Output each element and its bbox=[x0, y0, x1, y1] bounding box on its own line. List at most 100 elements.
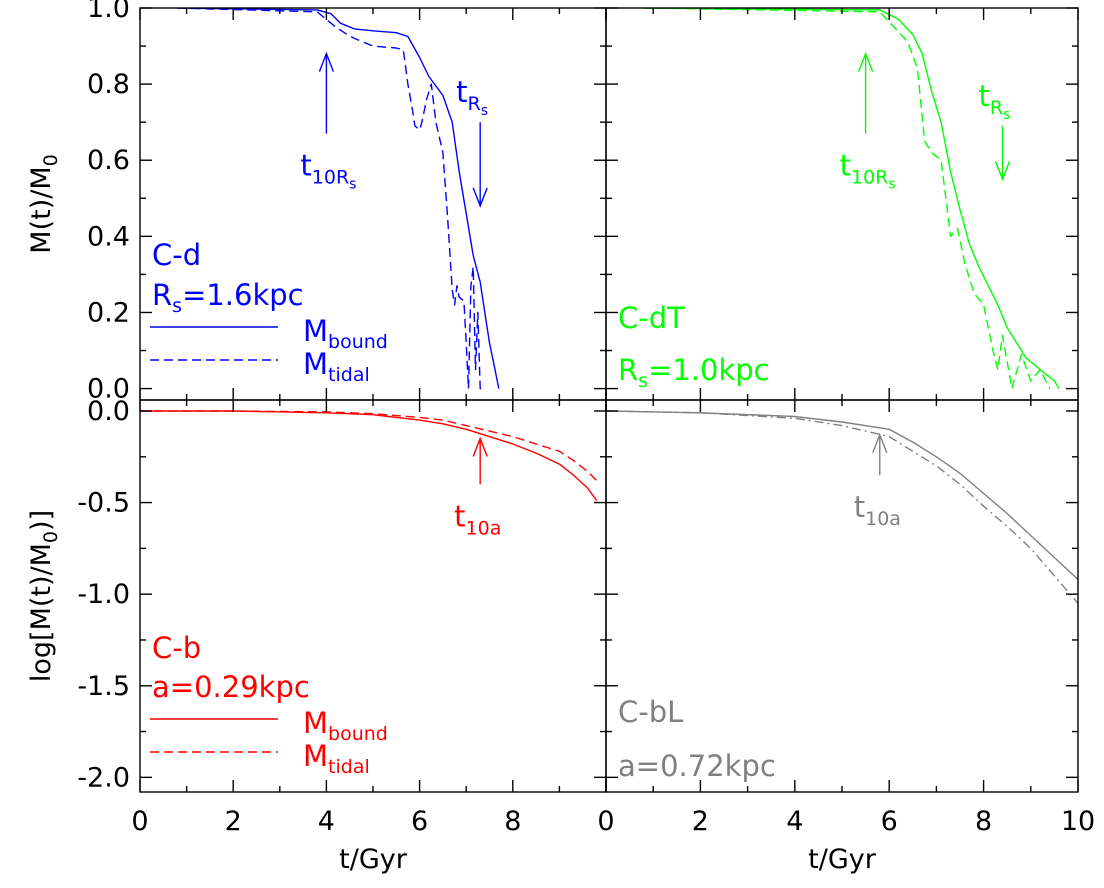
series-line-m-tidal bbox=[140, 410, 598, 482]
x-tick-label: 6 bbox=[411, 806, 428, 837]
arrow-label-sub: R bbox=[990, 97, 1003, 119]
panel-frame bbox=[605, 399, 1079, 793]
series-group bbox=[606, 410, 1078, 604]
arrow-label: t10Rs bbox=[300, 149, 356, 193]
y-tick-label: -1.5 bbox=[77, 671, 130, 702]
legend-label: Mbound bbox=[303, 706, 388, 745]
panel-label-param: a=0.29kpc bbox=[152, 670, 310, 704]
panel-label-param-rest: =1.6kpc bbox=[182, 278, 304, 312]
x-tick-label: 4 bbox=[786, 806, 803, 837]
arrow-label-subsub: s bbox=[1003, 107, 1010, 123]
y-tick-label: 0.4 bbox=[87, 221, 130, 252]
x-tick-label: 8 bbox=[975, 806, 992, 837]
x-tick-label: 4 bbox=[318, 806, 335, 837]
arrow-head bbox=[472, 436, 488, 457]
x-axis-title: t/Gyr bbox=[808, 844, 877, 875]
panel-bottom-right: 0 2 4 6 8 10 t/Gyr t10a C-bL a=0.72kpc bbox=[597, 399, 1095, 875]
series-line-m-tidal bbox=[177, 8, 485, 390]
series-line-m-bound bbox=[177, 8, 500, 389]
y-tick-label: 0.2 bbox=[87, 297, 130, 328]
series-line-m-bound bbox=[140, 410, 598, 502]
y-tick-label: 0.6 bbox=[87, 145, 130, 176]
panel-label-param-base: a bbox=[618, 749, 636, 783]
legend-label: Mtidal bbox=[303, 739, 370, 778]
panel-top-left: 0.00.20.40.60.81.0M(t)/M0 t10RstRsC-dRs=1… bbox=[26, 0, 607, 405]
arrow-label-base: t bbox=[978, 79, 989, 113]
arrow-label-sub: 10a bbox=[865, 508, 901, 530]
y-axis-title: log[M(t)/M0)] bbox=[26, 510, 62, 682]
arrow-t-10Rs: t10Rs bbox=[840, 51, 896, 193]
arrow-label-sub: R bbox=[468, 93, 481, 115]
panel-label-param: Rs=1.6kpc bbox=[152, 278, 304, 317]
x-tick-label: 2 bbox=[692, 806, 709, 837]
panel-label-name: C-d bbox=[152, 238, 201, 272]
arrow-label-base: t bbox=[456, 75, 467, 109]
x-tick-label: 8 bbox=[504, 806, 521, 837]
legend-item-tidal: Mtidal bbox=[150, 739, 370, 778]
arrow-label-subsub: s bbox=[349, 177, 356, 193]
y-tick-label: -0.5 bbox=[77, 488, 130, 519]
arrow-head bbox=[872, 432, 888, 454]
y-tick-label: 0.0 bbox=[87, 396, 130, 427]
legend-label-sub: tidal bbox=[328, 364, 370, 386]
arrow-label: tRs bbox=[456, 75, 488, 119]
panel-label-param-rest: =0.29kpc bbox=[170, 670, 310, 704]
arrow-label-base: t bbox=[300, 149, 311, 183]
arrow-t-10a: t10a bbox=[854, 432, 901, 530]
legend-item-tidal: Mtidal bbox=[150, 347, 370, 386]
legend-label-base: M bbox=[303, 347, 328, 381]
panel-label-param-base: R bbox=[152, 278, 172, 312]
arrow-head bbox=[472, 187, 488, 208]
panel-label-param-base: R bbox=[618, 353, 638, 387]
x-tick-label: 0 bbox=[597, 806, 614, 837]
x-tick-label: 6 bbox=[881, 806, 898, 837]
x-tick-label: 2 bbox=[225, 806, 242, 837]
series-line-m-bound bbox=[643, 8, 1060, 389]
arrow-label-base: t bbox=[840, 149, 851, 183]
arrow-t-10Rs: t10Rs bbox=[300, 51, 356, 193]
series-group bbox=[140, 410, 598, 502]
series-line-m-tidal bbox=[643, 8, 1051, 390]
legend-label: Mtidal bbox=[303, 347, 370, 386]
legend-label-base: M bbox=[303, 739, 328, 773]
x-tick-label: 0 bbox=[131, 806, 148, 837]
legend-item-bound: Mbound bbox=[150, 706, 388, 745]
arrow-label: t10a bbox=[854, 490, 901, 530]
arrow-label-sub: 10R bbox=[312, 167, 349, 189]
y-tick-label: 0.0 bbox=[87, 374, 130, 405]
arrow-label-sub: 10R bbox=[851, 167, 888, 189]
legend-label-sub: bound bbox=[328, 723, 388, 745]
y-tick-label: 0.8 bbox=[87, 69, 130, 100]
legend-item-bound: Mbound bbox=[150, 314, 388, 353]
panel-label-param-sub: s bbox=[638, 370, 648, 392]
panel-label-param-rest: =0.72kpc bbox=[636, 749, 776, 783]
y-tick-label: -1.0 bbox=[77, 579, 130, 610]
panel-frame bbox=[605, 7, 1079, 401]
panel-label-param: a=0.72kpc bbox=[618, 749, 776, 783]
panel-label-param: Rs=1.0kpc bbox=[618, 353, 770, 392]
panel-label-param-base: a bbox=[152, 670, 170, 704]
legend-label-base: M bbox=[303, 314, 328, 348]
arrow-t-10a: t10a bbox=[454, 436, 501, 539]
arrow-label-subsub: s bbox=[481, 103, 488, 119]
legend-label-sub: tidal bbox=[328, 756, 370, 778]
y-axis-title: M(t)/M0 bbox=[26, 154, 62, 253]
x-axis-title: t/Gyr bbox=[339, 844, 408, 875]
y-tick-label: -2.0 bbox=[77, 762, 130, 793]
x-tick-label: 10 bbox=[1061, 806, 1095, 837]
panel-label-name: C-dT bbox=[618, 301, 685, 335]
arrow-label-subsub: s bbox=[888, 177, 895, 193]
arrow-head bbox=[318, 51, 335, 72]
y-axis-title-end: )] bbox=[26, 510, 57, 531]
panel-label-param-sub: s bbox=[172, 295, 182, 317]
y-axis-title-sub: 0 bbox=[40, 531, 62, 543]
y-axis-title-main: M(t)/M bbox=[26, 166, 57, 253]
legend-label-sub: bound bbox=[328, 331, 388, 353]
panel-label-name: C-bL bbox=[618, 695, 683, 729]
arrow-head bbox=[857, 51, 874, 72]
arrow-label: t10Rs bbox=[840, 149, 896, 193]
panel-label-name: C-b bbox=[152, 631, 201, 665]
panel-bottom-left: -2.0 -1.5 -1.0 -0.5 0.0 0 2 4 6 8 t/Gyr log[M(t)/M0… bbox=[26, 396, 607, 875]
arrow-t-Rs: tRs bbox=[456, 75, 488, 208]
